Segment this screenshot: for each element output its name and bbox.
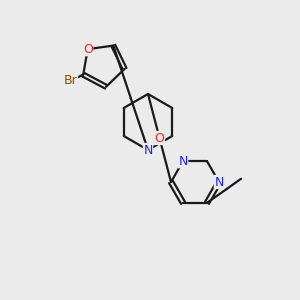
- Text: Br: Br: [64, 74, 77, 87]
- Text: N: N: [143, 143, 153, 157]
- Text: N: N: [178, 155, 188, 168]
- Text: O: O: [83, 43, 93, 56]
- Text: N: N: [214, 176, 224, 188]
- Text: O: O: [154, 131, 164, 145]
